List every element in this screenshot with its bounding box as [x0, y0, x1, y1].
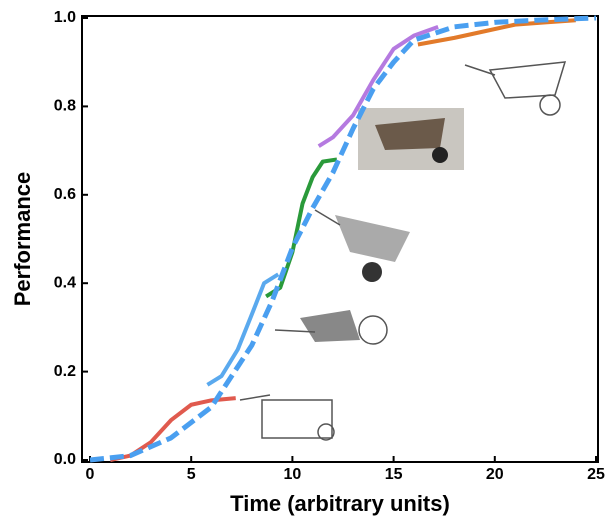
x-tick-label: 25 [587, 466, 605, 483]
trend-line [89, 15, 597, 463]
x-tick-label: 5 [187, 466, 196, 483]
data-line [417, 18, 576, 47]
wheelbarrow-3 [314, 209, 410, 282]
y-tick-label: 0.2 [54, 363, 76, 380]
x-tick-label: 10 [284, 466, 302, 483]
y-tick-label: 0.0 [54, 451, 76, 468]
wheelbarrow-1 [239, 394, 335, 441]
data-line [109, 396, 236, 462]
wheelbarrow-images [239, 61, 567, 441]
y-tick-label: 0.8 [54, 98, 76, 115]
data-line [317, 24, 439, 148]
data-line [265, 157, 338, 299]
data-line [206, 272, 280, 387]
wheelbarrow-2 [274, 310, 388, 345]
x-axis-label: Time (arbitrary units) [230, 491, 450, 516]
x-tick-label: 0 [86, 466, 95, 483]
x-tick-label: 20 [486, 466, 504, 483]
y-tick-label: 1.0 [54, 9, 76, 26]
wheelbarrow-5 [464, 61, 567, 116]
plot-frame [81, 15, 599, 463]
y-axis-label: Performance [10, 172, 35, 307]
y-tick-label: 0.4 [54, 274, 76, 291]
x-tick-label: 15 [385, 466, 403, 483]
y-tick-label: 0.6 [54, 186, 76, 203]
